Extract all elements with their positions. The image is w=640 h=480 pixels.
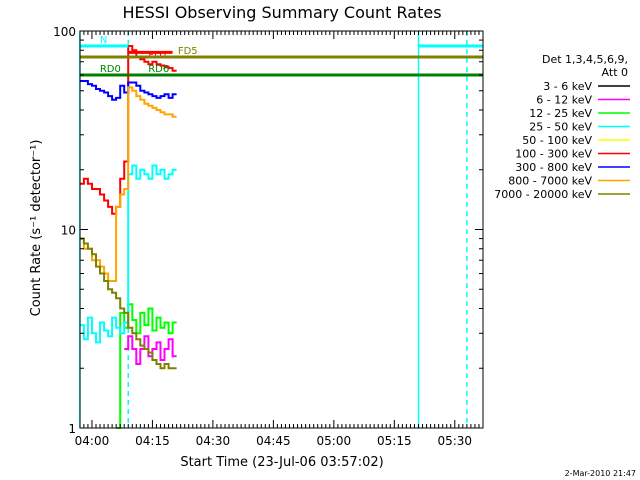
- x-tick-label-0415: 04:15: [135, 434, 170, 448]
- footer-timestamp: 2-Mar-2010 21:47: [565, 469, 636, 478]
- legend-label-1: 6 - 12 keV: [536, 94, 592, 107]
- x-tick-label-0515: 05:15: [377, 434, 412, 448]
- legend-label-4: 50 - 100 keV: [522, 134, 592, 147]
- chart-title: HESSI Observing Summary Count Rates: [122, 3, 441, 22]
- legend-label-8: 7000 - 20000 keV: [494, 188, 592, 201]
- legend-header-line2: Att 0: [602, 66, 628, 79]
- x-tick-label-0400: 04:00: [75, 434, 110, 448]
- x-tick-label-0430: 04:30: [196, 434, 231, 448]
- x-tick-label-0500: 05:00: [317, 434, 352, 448]
- flag-label-rd6: RD6: [148, 64, 169, 75]
- y-tick-label-100: 100: [53, 25, 76, 39]
- series-line-7: [79, 86, 177, 282]
- legend-label-5: 100 - 300 keV: [515, 148, 592, 161]
- flag-label-fd5: FD5: [178, 46, 198, 57]
- legend-label-3: 25 - 50 keV: [529, 121, 592, 134]
- legend-header-line1: Det 1,3,4,5,6,9,: [542, 53, 628, 66]
- legend-label-6: 300 - 800 keV: [515, 161, 592, 174]
- y-tick-label-10: 10: [61, 224, 76, 238]
- x-axis-label: Start Time (23-Jul-06 03:57:02): [180, 455, 383, 470]
- flag-label-n: N: [100, 35, 107, 46]
- plot-area: NFD1FD5RD0RD6: [79, 31, 483, 429]
- legend-label-2: 12 - 25 keV: [529, 107, 592, 120]
- axes: 1 10 100 04:00 04:15 04:30 04:45 05:00 05:15 05:3…: [53, 25, 483, 448]
- x-tick-label-0445: 04:45: [256, 434, 291, 448]
- x-tick-label-0530: 05:30: [437, 434, 472, 448]
- series-line-1: [124, 335, 177, 365]
- legend-label-7: 800 - 7000 keV: [508, 175, 592, 188]
- series-line-8: [79, 237, 177, 370]
- y-tick-label-1: 1: [68, 422, 76, 436]
- y-axis-label: Count Rate (s⁻¹ detector⁻¹): [29, 140, 44, 317]
- legend-label-0: 3 - 6 keV: [543, 80, 592, 93]
- series-line-3: [79, 164, 177, 344]
- flag-label-rd0: RD0: [100, 64, 121, 75]
